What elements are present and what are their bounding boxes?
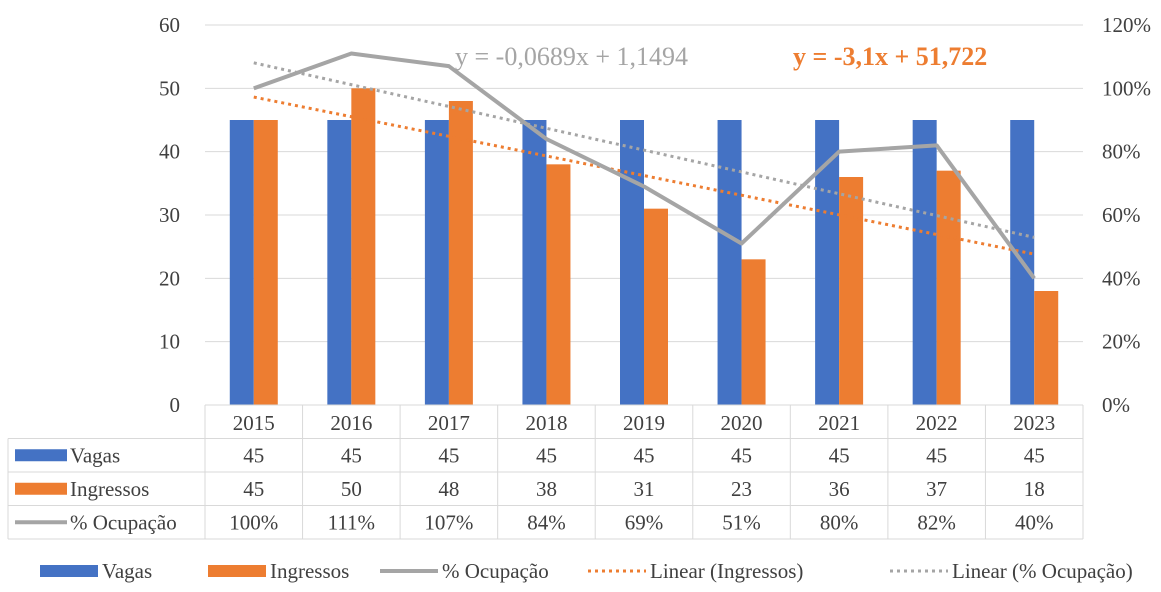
table-cell: 80%	[820, 510, 859, 534]
bar-vagas	[327, 120, 352, 405]
table-series-name: Ingressos	[70, 477, 149, 501]
bar-vagas	[522, 120, 547, 405]
y-left-tick-label: 30	[159, 203, 180, 227]
legend-label: Ingressos	[270, 559, 349, 583]
bar-ingressos	[839, 177, 864, 405]
bar-vagas	[717, 120, 742, 405]
table-cell: 107%	[424, 510, 473, 534]
table-cell: 45	[731, 443, 752, 467]
y-right-tick-label: 0%	[1102, 393, 1130, 417]
table-cell: 51%	[722, 510, 761, 534]
bar-ingressos	[644, 208, 668, 405]
table-cell: 45	[634, 443, 655, 467]
table-cell: 45	[1024, 443, 1045, 467]
table-cell: 45	[438, 443, 459, 467]
table-cell: 37	[926, 477, 947, 501]
table-cell: 40%	[1015, 510, 1054, 534]
table-cell: 45	[926, 443, 947, 467]
table-cell: 45	[341, 443, 362, 467]
bar-vagas	[912, 120, 937, 405]
category-label: 2021	[818, 411, 860, 435]
table-cell: 100%	[229, 510, 278, 534]
y-right-tick-label: 100%	[1102, 76, 1151, 100]
table-cell: 45	[243, 443, 264, 467]
table-cell: 23	[731, 477, 752, 501]
legend-label: Vagas	[102, 559, 152, 583]
table-cell: 48	[438, 477, 459, 501]
bar-ingressos	[1034, 291, 1059, 405]
y-right-tick-label: 20%	[1102, 330, 1141, 354]
table-series-name: % Ocupação	[70, 510, 177, 534]
bar-ingressos	[351, 88, 376, 405]
bar-ingressos	[741, 259, 766, 405]
category-label: 2019	[623, 411, 665, 435]
bar-vagas	[229, 120, 254, 405]
bar-ingressos	[936, 170, 961, 405]
table-cell: 31	[634, 477, 655, 501]
category-label: 2020	[721, 411, 763, 435]
legend-label: % Ocupação	[442, 559, 549, 583]
y-right-tick-label: 80%	[1102, 140, 1141, 164]
bar-vagas	[424, 120, 449, 405]
category-label: 2022	[916, 411, 958, 435]
legend-label: Linear (Ingressos)	[650, 559, 803, 583]
table-cell: 45	[536, 443, 557, 467]
legend-key	[40, 565, 98, 577]
table-cell: 84%	[527, 510, 566, 534]
equation-ocupacao: y = -0,0689x + 1,1494	[455, 42, 688, 71]
bar-ingressos	[546, 164, 571, 405]
legend-key	[208, 565, 266, 577]
y-left-tick-label: 50	[159, 76, 180, 100]
table-cell: 111%	[328, 510, 375, 534]
table-legend-key	[15, 482, 67, 495]
line-ocupacao	[253, 51, 1036, 280]
category-label: 2016	[330, 411, 372, 435]
y-left-tick-label: 40	[159, 140, 180, 164]
y-left-tick-label: 0	[170, 393, 181, 417]
table-cell: 45	[243, 477, 264, 501]
table-cell: 50	[341, 477, 362, 501]
table-cell: 69%	[625, 510, 664, 534]
table-cell: 38	[536, 477, 557, 501]
y-left-tick-label: 20	[159, 266, 180, 290]
bar-vagas	[815, 120, 840, 405]
table-cell: 18	[1024, 477, 1045, 501]
trendline-ocupacao	[253, 61, 1035, 239]
table-cell: 36	[829, 477, 850, 501]
category-label: 2015	[233, 411, 275, 435]
y-left-tick-label: 10	[159, 330, 180, 354]
legend-label: Linear (% Ocupação)	[952, 559, 1133, 583]
table-legend-key	[15, 449, 67, 462]
table-series-name: Vagas	[70, 443, 120, 467]
bar-ingressos	[448, 101, 473, 405]
bar-vagas	[620, 120, 644, 405]
category-label: 2017	[428, 411, 470, 435]
y-left-tick-label: 60	[159, 13, 180, 37]
y-right-tick-label: 120%	[1102, 13, 1151, 37]
category-label: 2023	[1013, 411, 1055, 435]
table-cell: 45	[829, 443, 850, 467]
category-label: 2018	[525, 411, 567, 435]
table-cell: 82%	[917, 510, 956, 534]
y-right-tick-label: 40%	[1102, 266, 1141, 290]
y-right-tick-label: 60%	[1102, 203, 1141, 227]
equation-ingressos: y = -3,1x + 51,722	[793, 42, 987, 71]
bar-ingressos	[253, 120, 278, 405]
